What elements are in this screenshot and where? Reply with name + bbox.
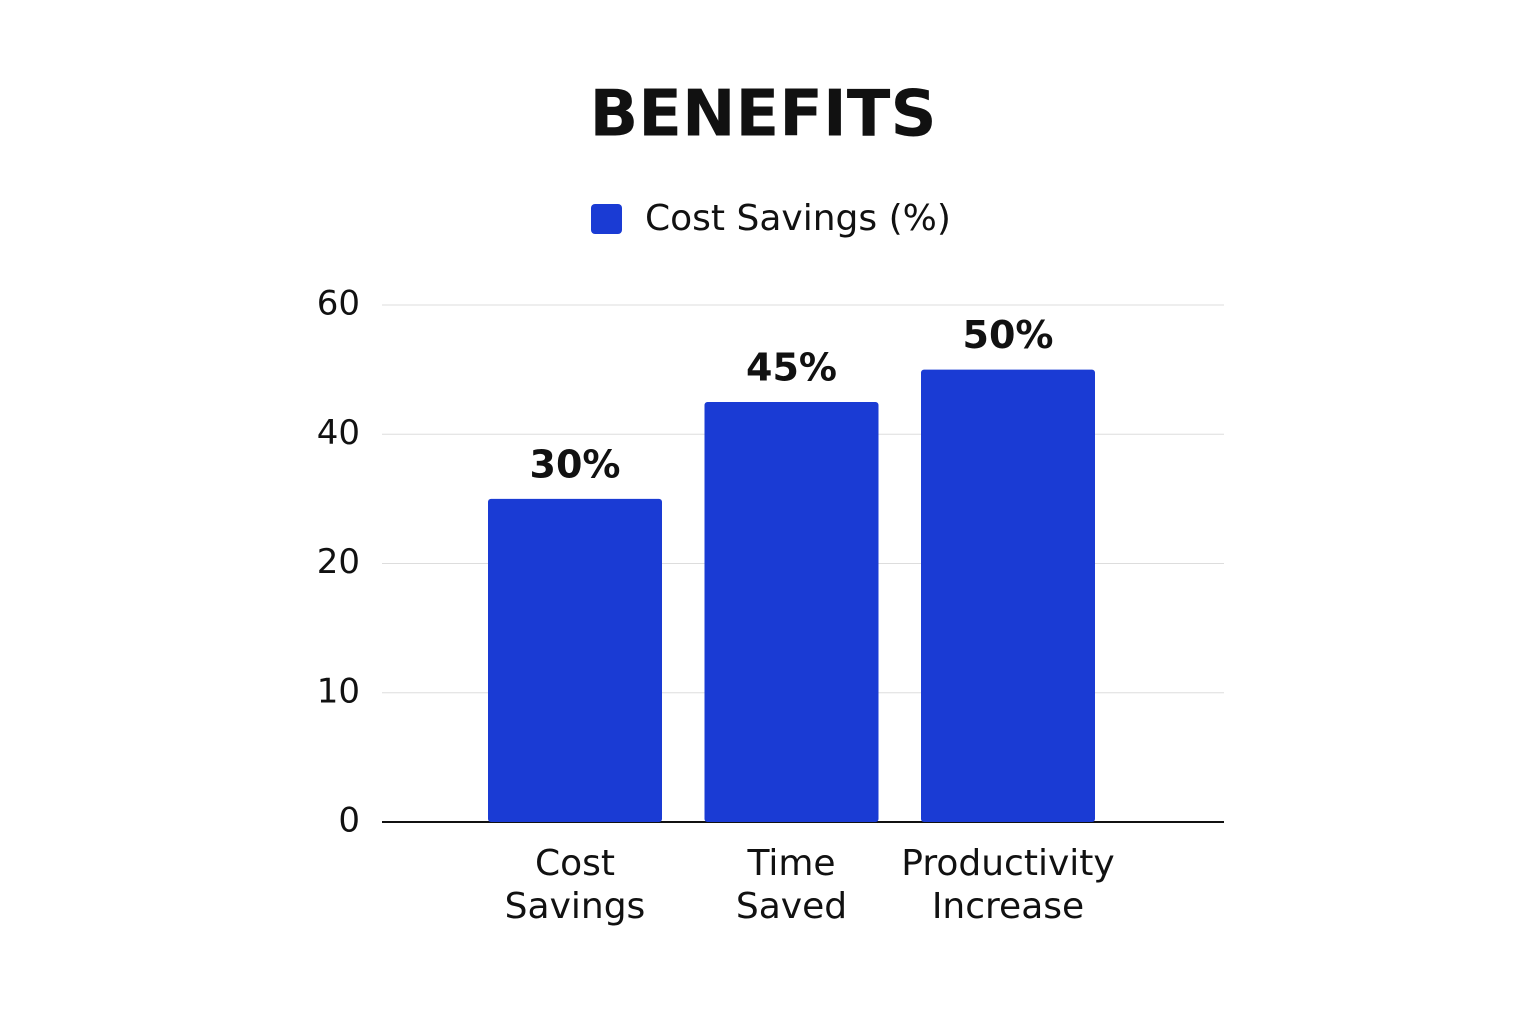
y-tick-label: 20 <box>317 542 360 582</box>
bar <box>704 401 879 822</box>
chart-title: BENEFITS <box>589 78 936 152</box>
bar <box>488 498 662 822</box>
bar <box>921 369 1095 822</box>
y-tick-label: 60 <box>317 284 360 324</box>
value-label: 50% <box>963 313 1054 357</box>
value-label: 45% <box>746 345 837 389</box>
y-tick-label: 40 <box>317 413 360 453</box>
legend-swatch <box>591 204 622 234</box>
x-tick-label: Productivity Increase <box>901 843 1114 927</box>
value-label: 30% <box>530 442 621 486</box>
legend-label: Cost Savings (%) <box>645 198 951 239</box>
x-tick-label: Cost Savings <box>505 843 646 927</box>
y-tick-label: 0 <box>338 801 360 841</box>
y-tick-label: 10 <box>317 671 360 711</box>
x-tick-label: Time Saved <box>736 843 847 927</box>
